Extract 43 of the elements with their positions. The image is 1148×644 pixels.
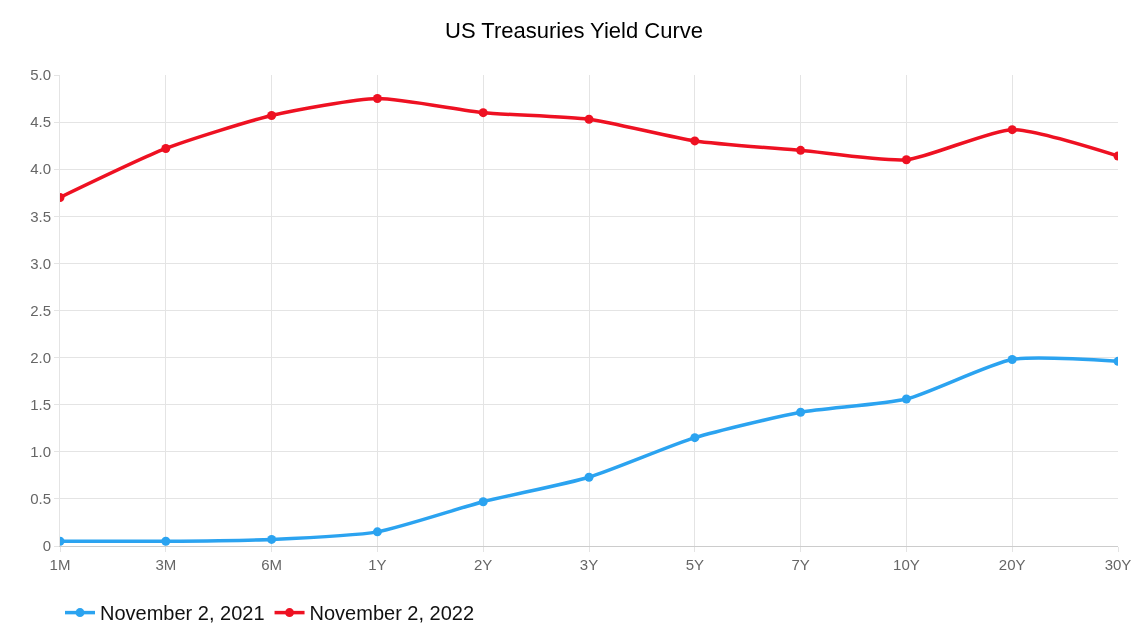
y-tick-label: 2.5: [30, 301, 51, 319]
y-tick-label: 3.0: [30, 254, 51, 272]
point: [267, 111, 277, 121]
y-tick-label: 2.0: [30, 348, 51, 366]
x-tick-label: 1Y: [368, 556, 387, 573]
x-tick-label: 3Y: [579, 556, 599, 573]
y-tick-label: 4.5: [30, 113, 51, 131]
x-tick-label: 1M: [49, 556, 71, 573]
point: [161, 536, 171, 546]
y-tick-label: 4.0: [30, 160, 51, 178]
legend-label: November 2, 2022: [309, 602, 475, 625]
point: [796, 407, 806, 417]
point: [478, 497, 488, 507]
x-tick-label: 7Y: [791, 556, 810, 573]
point: [161, 143, 171, 153]
point: [901, 155, 911, 165]
point: [267, 534, 277, 544]
y-tick-label: 1.5: [30, 395, 51, 413]
y-tick-label: 0: [42, 537, 51, 555]
y-tick-label: 3.5: [30, 207, 51, 225]
point: [690, 136, 700, 146]
x-tick-label: 2Y: [474, 556, 493, 573]
point: [372, 527, 382, 537]
x-tick-label: 5Y: [685, 556, 704, 573]
chart-title: US Treasuries Yield Curve: [445, 17, 703, 43]
x-tick-label: 3M: [155, 556, 177, 573]
point: [584, 114, 594, 124]
point: [690, 433, 700, 443]
y-tick-label: 0.5: [30, 490, 51, 508]
point: [372, 94, 382, 104]
y-tick-label: 1.0: [30, 443, 51, 461]
x-tick-label: 30Y: [1104, 556, 1132, 573]
point: [901, 394, 911, 404]
point: [1007, 354, 1017, 364]
point: [584, 472, 594, 482]
point: [796, 145, 806, 155]
point: [478, 108, 488, 118]
x-tick-label: 6M: [261, 556, 283, 573]
point: [1007, 125, 1017, 135]
x-tick-label: 10Y: [893, 556, 920, 573]
legend-label: November 2, 2021: [100, 602, 265, 625]
x-tick-label: 20Y: [998, 556, 1026, 573]
y-tick-label: 5.0: [30, 66, 51, 84]
